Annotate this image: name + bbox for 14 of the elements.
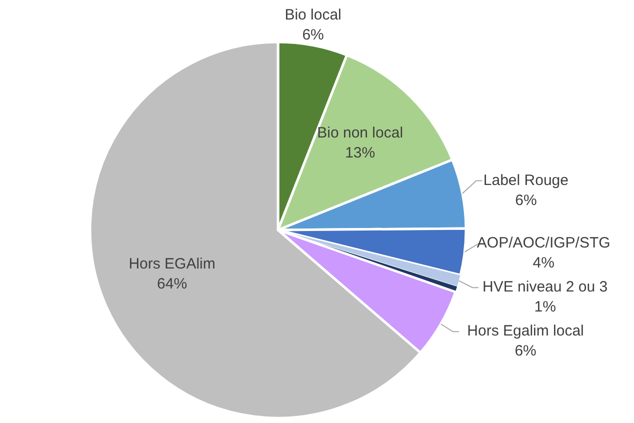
- slice-label: Bio non local: [317, 124, 404, 142]
- slice-label: AOP/AOC/IGP/STG: [476, 234, 610, 252]
- data-label: 6%: [514, 342, 536, 360]
- slice-label: HVE niveau 2 ou 3: [482, 278, 608, 296]
- data-label: 6%: [302, 26, 324, 44]
- data-label: 1%: [534, 298, 556, 316]
- data-label: 4%: [532, 254, 554, 272]
- data-label: 13%: [345, 144, 376, 162]
- slice-label: Label Rouge: [483, 172, 568, 189]
- data-label: 64%: [157, 276, 188, 293]
- slice-label: Hors Egalim local: [467, 322, 584, 340]
- slice-label: Bio local: [284, 6, 342, 24]
- slice-label: Hors EGAlim: [128, 256, 216, 273]
- data-label: 6%: [515, 192, 537, 209]
